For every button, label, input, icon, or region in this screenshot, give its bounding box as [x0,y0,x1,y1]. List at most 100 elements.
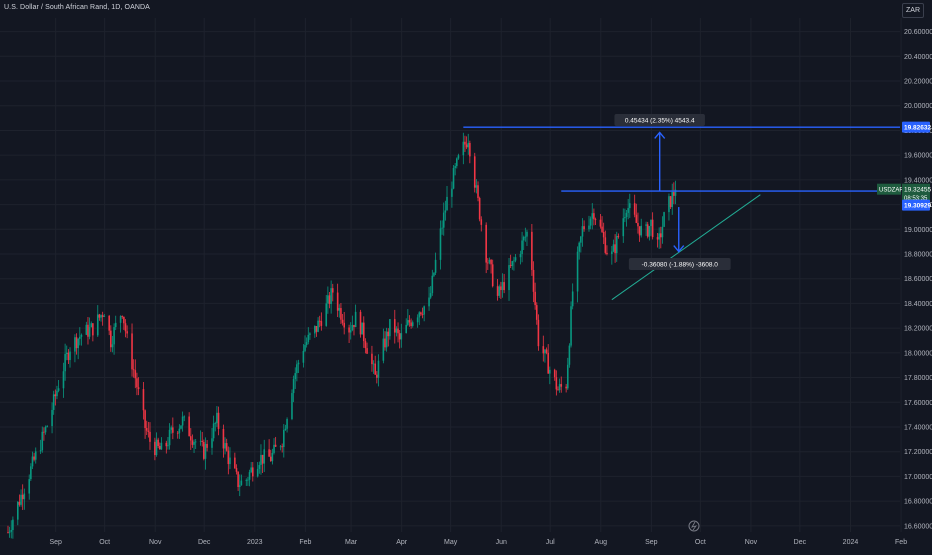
x-tick-label: Oct [695,539,706,546]
candle-down [137,387,140,390]
currency-badge[interactable]: ZAR [902,3,924,18]
candle-down [633,203,636,215]
candle-down [560,384,563,387]
candle-down [583,226,585,230]
candle-down [149,431,151,442]
candle-up [441,227,443,229]
candle-up [578,242,580,252]
candle-up [327,295,329,304]
candle-up [580,236,582,243]
candle-down [660,233,662,238]
candle-up [648,226,651,237]
candle-down [158,445,161,450]
candle-down [673,192,675,196]
candle-up [305,342,308,346]
candle-down [269,456,272,462]
candle-up [581,226,584,237]
candle-up [302,350,305,363]
candle-down [398,333,401,340]
candle-down [222,428,225,449]
candle-down [165,442,168,447]
candle-up [20,494,22,505]
candle-down [98,314,101,318]
x-tick-label: Dec [794,539,807,546]
candle-down [651,219,654,238]
candle-up [291,393,293,420]
candle-up [429,293,432,298]
y-tick-label: 17.80000 [904,375,932,382]
candle-up [615,236,618,254]
candle-up [309,333,311,335]
candle-up [284,428,287,430]
x-tick-label: Sep [49,539,62,546]
candle-up [625,212,628,217]
candle-up [622,218,625,237]
candle-up [475,185,478,188]
y-tick-label: 19.40000 [904,177,932,184]
events-lightning-icon [688,520,700,532]
candle-up [588,225,590,230]
candle-up [444,210,447,213]
candle-up [65,352,68,355]
drawings[interactable]: 0.45434 (2.35%) 4543.4 -0.36080 (-1.88%) … [463,114,900,532]
candle-up [317,320,319,332]
candle-down [126,331,128,334]
candle-up [194,441,197,443]
candle-down [669,196,672,208]
candle-down [75,337,78,349]
candle-down [191,440,194,445]
candle-up [260,454,262,465]
lightning-glyph [691,521,698,531]
candle-up [442,212,445,228]
candle-up [297,362,300,365]
candle-down [331,288,334,293]
y-tick-label: 18.00000 [904,350,932,357]
candle-up [52,394,55,410]
candle-down [87,324,89,337]
candle-up [286,419,288,429]
candle-down [189,436,192,441]
candle-down [132,369,135,371]
candle-down [534,291,536,306]
candle-up [28,479,31,494]
candle-down [33,456,35,460]
candle-down [565,386,567,389]
candle-up [250,467,252,473]
candle-down [604,237,607,253]
x-tick-label: Mar [345,539,358,546]
candle-up [183,416,186,418]
candle-down [503,282,505,291]
candle-up [256,468,259,477]
candle-down [172,427,174,433]
candle-up [407,320,409,325]
candle-up [418,312,421,318]
candle-down [397,328,399,334]
candle-down [252,467,254,477]
candle-down [203,441,205,459]
candle-down [131,333,133,370]
candle-down [408,320,411,323]
range-top-price-label: 19.30929 [904,203,931,210]
candle-down [593,213,595,220]
y-tick-label: 18.60000 [904,276,932,283]
candle-up [372,363,375,365]
candle-down [268,449,270,457]
price-axis[interactable]: 16.60000 16.80000 17.00000 17.20000 17.40000… [904,29,932,530]
candle-down [532,269,535,292]
candle-up [611,251,613,255]
candle-up [661,226,664,238]
candle-down [340,308,342,320]
candle-up [80,334,83,337]
time-axis[interactable]: Sep Oct Nov Dec 2023 Feb Mar Apr May Jun Jul Aug Sep… [49,539,907,546]
y-tick-label: 16.80000 [904,499,932,506]
candle-down [142,389,145,411]
candle-up [304,345,306,351]
y-tick-label: 18.20000 [904,326,932,333]
candle-down [92,323,94,336]
symbol-tag-bg [877,183,901,195]
resistance-price-label: 19.82632 [904,125,931,132]
last-price-label: 19.32455 [904,187,931,194]
